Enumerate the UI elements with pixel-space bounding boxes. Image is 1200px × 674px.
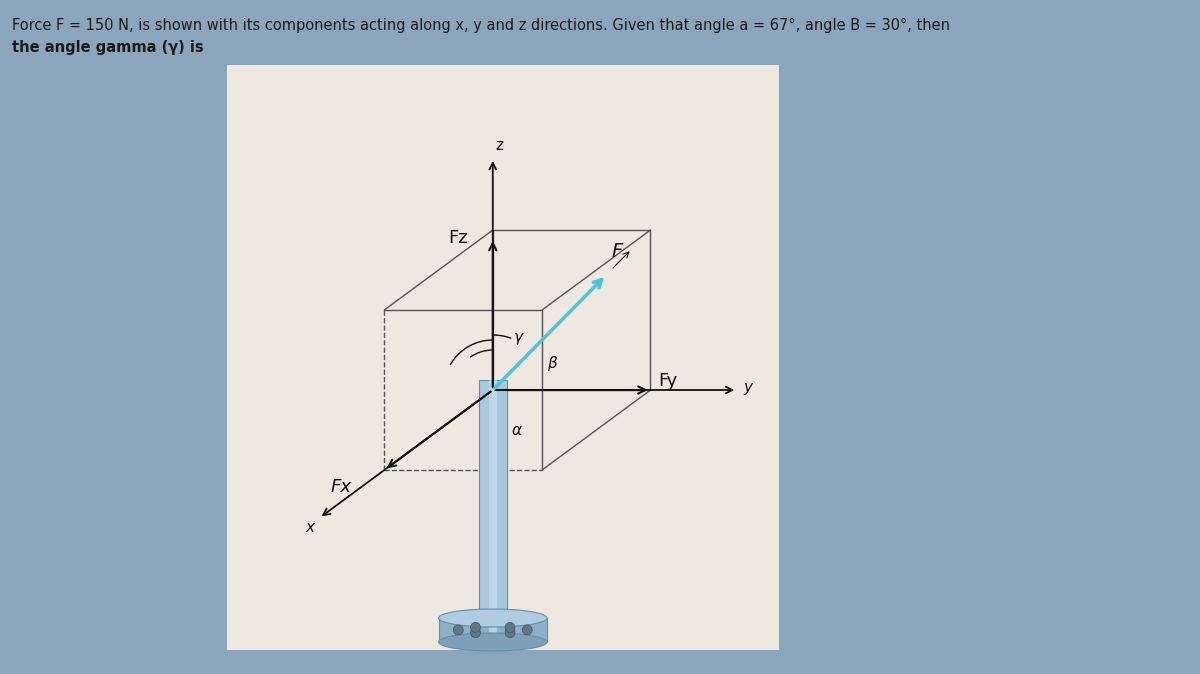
Text: $\alpha$: $\alpha$ <box>510 423 522 438</box>
Bar <box>488 380 497 650</box>
Text: Fy: Fy <box>659 372 678 390</box>
Text: Force F = 150 N, is shown with its components acting along x, y and z directions: Force F = 150 N, is shown with its compo… <box>12 18 950 33</box>
Text: $\gamma$: $\gamma$ <box>512 331 524 347</box>
Circle shape <box>470 627 480 638</box>
Ellipse shape <box>438 609 547 627</box>
Ellipse shape <box>438 633 547 651</box>
Text: Fx: Fx <box>330 478 352 496</box>
Bar <box>227 65 779 650</box>
Circle shape <box>522 625 533 635</box>
Bar <box>479 380 506 650</box>
Circle shape <box>454 625 463 635</box>
Text: $\beta$: $\beta$ <box>547 354 558 373</box>
Text: the angle gamma (γ) is: the angle gamma (γ) is <box>12 40 204 55</box>
Text: z: z <box>496 138 504 153</box>
Bar <box>438 618 547 642</box>
Circle shape <box>505 627 515 638</box>
Circle shape <box>505 622 515 632</box>
Text: Fz: Fz <box>449 229 468 247</box>
Circle shape <box>470 622 480 632</box>
Text: F: F <box>611 242 623 261</box>
Text: y: y <box>743 380 752 395</box>
Text: x: x <box>306 520 314 535</box>
